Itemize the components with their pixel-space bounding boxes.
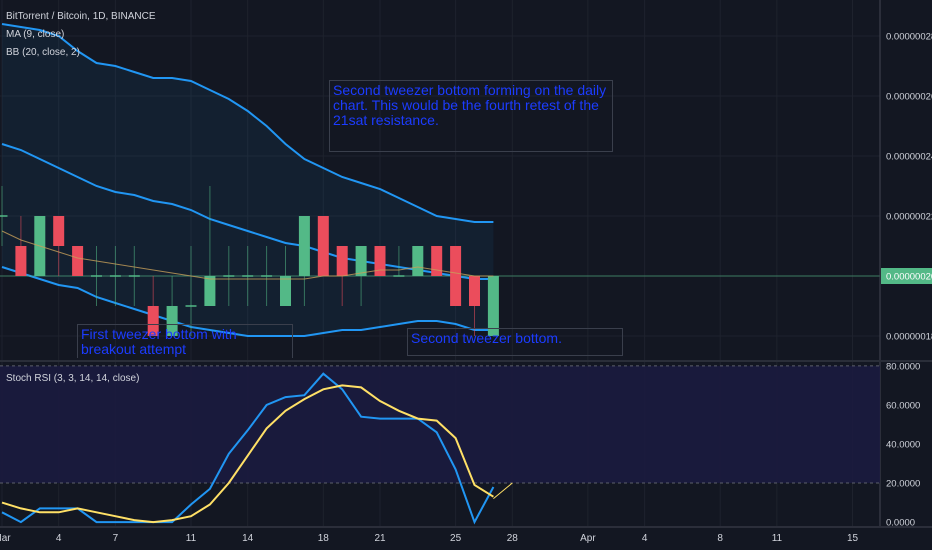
stoch-rsi-d-line [1, 384, 494, 524]
bb-middle-line [1, 143, 494, 280]
candle-body [412, 246, 424, 276]
trend-line-up [493, 482, 513, 500]
ma-line [1, 230, 494, 280]
candle-body [487, 276, 499, 336]
candle-body [147, 306, 159, 336]
annotation-second-tweezer-forming[interactable]: Second tweezer bottom forming on the dai… [329, 80, 613, 152]
price-tick-label: 0.00000026 [886, 92, 932, 103]
current-price-badge [881, 268, 932, 284]
bb-legend: BB (20, close, 2) [6, 47, 80, 58]
time-tick-label: 14 [242, 533, 254, 544]
rsi-tick-label: 20.0000 [886, 479, 920, 490]
candle-body [469, 276, 480, 306]
price-tick-label: 0.00000022 [886, 212, 932, 223]
current-price-label: 0.00000020 [886, 272, 932, 283]
candle-body [72, 246, 84, 276]
price-tick-label: 0.00000018 [886, 332, 932, 343]
candle-body [298, 216, 310, 276]
stoch-rsi-k-line [1, 372, 495, 525]
candle-body [431, 246, 443, 276]
bb-upper-line [1, 23, 494, 223]
candle-body [450, 246, 462, 306]
time-tick-label: Mar [0, 533, 11, 544]
time-tick-label: 4 [56, 533, 62, 544]
time-tick-label: 11 [186, 533, 197, 544]
candle-body [53, 216, 65, 246]
time-tick-label: 4 [642, 533, 648, 544]
candle-body [374, 246, 386, 276]
candle-body [336, 246, 348, 276]
rsi-tick-label: 80.0000 [886, 361, 920, 372]
rsi-tick-label: 0.0000 [886, 518, 915, 529]
time-tick-label: 7 [113, 533, 119, 544]
time-tick-label: 25 [450, 533, 462, 544]
time-tick-label: 21 [374, 533, 386, 544]
price-tick-label: 0.00000028 [886, 32, 932, 43]
price-tick-label: 0.00000024 [886, 152, 932, 163]
time-tick-label: Apr [580, 533, 596, 544]
annotation-second-tweezer[interactable]: Second tweezer bottom. [407, 328, 623, 356]
time-tick-label: 28 [507, 533, 519, 544]
ma-legend: MA (9, close) [6, 29, 65, 40]
time-axis-bg [0, 526, 932, 550]
time-tick-label: 8 [717, 533, 723, 544]
time-tick-label: 15 [847, 533, 859, 544]
time-tick-label: 18 [318, 533, 330, 544]
candle-body [204, 276, 216, 306]
panel-divider [0, 360, 932, 362]
symbol-title: BitTorrent / Bitcoin, 1D, BINANCE [6, 11, 156, 22]
annotation-first-tweezer[interactable]: First tweezer bottom with breakout attem… [77, 324, 293, 358]
bb-lower-line [1, 266, 494, 337]
rsi-tick-label: 60.0000 [886, 400, 920, 411]
candle-body [317, 216, 329, 276]
candle-body [355, 246, 367, 276]
stoch-rsi-legend: Stoch RSI (3, 3, 14, 14, close) [6, 373, 140, 384]
candle-body [280, 276, 291, 306]
bb-fill [2, 24, 494, 336]
candle-body [15, 246, 27, 276]
candle-body [166, 306, 178, 336]
time-tick-label: 11 [772, 533, 783, 544]
rsi-tick-label: 40.0000 [886, 440, 920, 451]
